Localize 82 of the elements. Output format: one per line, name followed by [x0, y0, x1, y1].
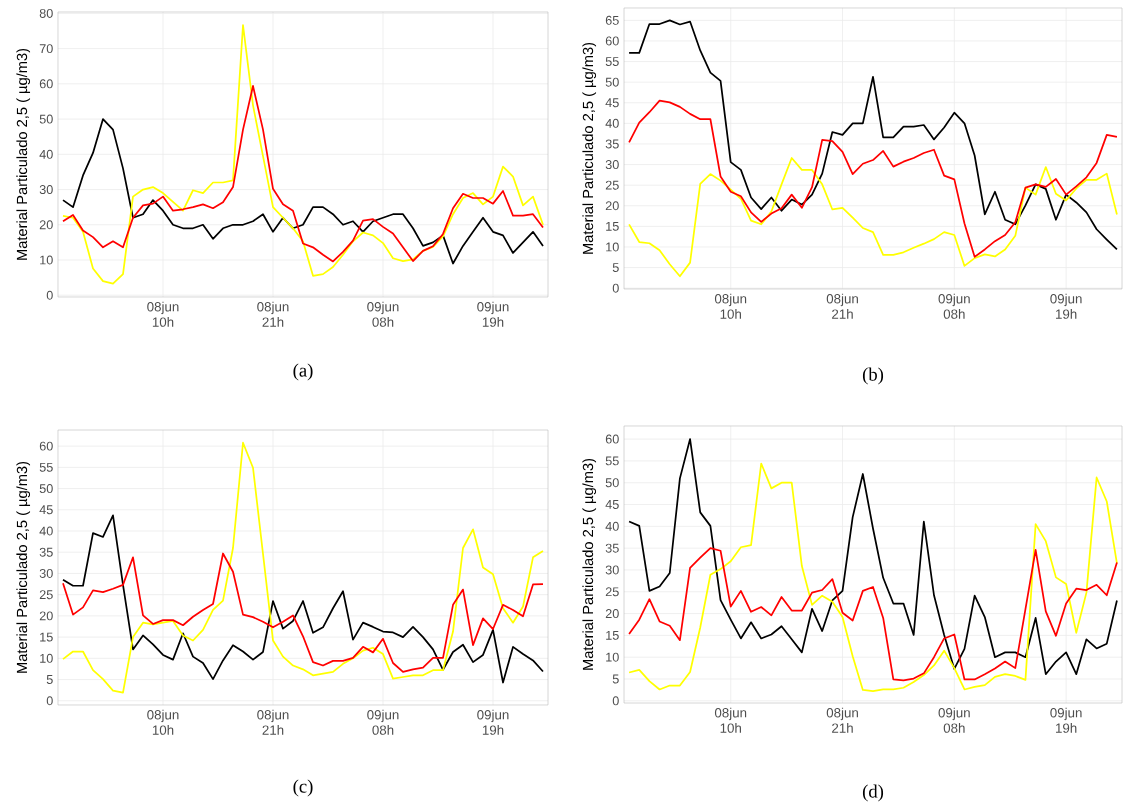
y-axis-title: Material Particulado 2,5 ( µg/m3): [16, 48, 31, 260]
x-tick-label: 09jun 19h: [1050, 707, 1082, 733]
y-tick-label: 40: [605, 521, 619, 531]
y-tick-label: 25: [605, 180, 619, 190]
x-tick-label: 08jun 21h: [826, 293, 858, 319]
y-tick-label: 80: [39, 8, 53, 18]
x-tick-label: 08jun 21h: [826, 707, 858, 733]
y-tick-label: 30: [605, 160, 619, 170]
y-tick-label: 15: [40, 632, 53, 642]
y-tick-label: 30: [39, 568, 53, 578]
y-tick-label: 45: [39, 505, 53, 515]
y-tick-label: 0: [612, 283, 619, 293]
y-tick-label: 55: [605, 57, 619, 66]
x-tick-label: 08jun 10h: [714, 707, 747, 733]
line-series: [628, 157, 1118, 278]
y-tick-label: 10: [40, 255, 53, 265]
text: (d): [862, 784, 884, 802]
y-tick-label: 30: [605, 565, 619, 575]
y-tick-label: 45: [605, 98, 619, 108]
x-tick-label: 09jun 08h: [938, 707, 970, 733]
y-tick-label: 50: [605, 77, 619, 87]
y-tick-label: 60: [39, 441, 53, 451]
y-tick-label: 10: [606, 652, 619, 662]
x-tick-label: 08jun 10h: [147, 301, 179, 327]
line-series: [628, 19, 1118, 251]
y-tick-label: 50: [39, 114, 53, 124]
line-series: [628, 547, 1118, 682]
y-tick-label: 20: [39, 220, 53, 230]
x-tick-label: 09jun 19h: [477, 709, 509, 735]
y-axis-title: Material Particulado 2,5 ( µg/m3): [16, 461, 31, 673]
text: (b): [862, 367, 884, 385]
y-tick-label: 35: [605, 543, 619, 553]
line-series: [62, 552, 544, 673]
line-series: [628, 462, 1118, 693]
y-tick-label: 50: [39, 484, 53, 494]
text: (a): [293, 363, 313, 381]
y-tick-label: 40: [39, 149, 53, 159]
y-tick-label: 25: [39, 590, 53, 600]
x-tick-label: 09jun 08h: [367, 301, 399, 327]
x-tick-label: 09jun 08h: [367, 709, 399, 735]
y-tick-label: 15: [606, 630, 619, 640]
y-tick-label: 0: [46, 290, 53, 300]
y-tick-label: 0: [612, 696, 619, 706]
y-tick-label: 55: [605, 456, 619, 466]
y-tick-label: 5: [612, 263, 619, 272]
line-series: [628, 438, 1118, 676]
y-tick-label: 40: [605, 118, 619, 128]
y-tick-label: 35: [39, 547, 53, 557]
y-axis-title: Material Particulado 2,5 ( µg/m3): [582, 42, 597, 254]
x-tick-label: 09jun 19h: [477, 301, 509, 327]
y-tick-label: 5: [46, 675, 53, 684]
y-tick-label: 30: [39, 185, 53, 195]
text: (c): [293, 779, 313, 797]
line-series: [62, 514, 544, 684]
y-tick-label: 45: [605, 500, 619, 509]
line-series: [62, 118, 544, 265]
x-tick-label: 08jun 21h: [257, 709, 289, 735]
y-tick-label: 5: [612, 674, 619, 684]
y-tick-label: 60: [605, 36, 619, 46]
y-tick-label: 35: [605, 139, 619, 149]
y-tick-label: 60: [605, 434, 619, 444]
y-axis-title: Material Particulado 2,5 ( µg/m3): [582, 458, 597, 670]
y-tick-label: 40: [39, 526, 53, 536]
y-tick-label: 15: [606, 221, 619, 231]
y-tick-label: 10: [606, 242, 619, 252]
y-tick-label: 20: [39, 611, 53, 621]
y-tick-label: 0: [46, 696, 53, 706]
y-tick-label: 20: [605, 609, 619, 619]
y-tick-label: 25: [605, 587, 619, 597]
x-tick-label: 09jun 08h: [938, 293, 970, 319]
y-tick-label: 10: [40, 653, 53, 663]
x-tick-label: 08jun 21h: [257, 301, 289, 327]
y-tick-label: 55: [39, 462, 53, 472]
x-tick-label: 08jun 10h: [147, 709, 179, 735]
line-series: [628, 99, 1118, 258]
x-tick-label: 09jun 19h: [1050, 293, 1082, 319]
x-tick-label: 08jun 10h: [714, 293, 747, 319]
y-tick-label: 20: [605, 201, 619, 211]
y-tick-label: 70: [39, 44, 53, 54]
y-tick-label: 65: [605, 15, 619, 25]
y-tick-label: 50: [605, 478, 619, 488]
y-tick-label: 60: [39, 79, 53, 89]
